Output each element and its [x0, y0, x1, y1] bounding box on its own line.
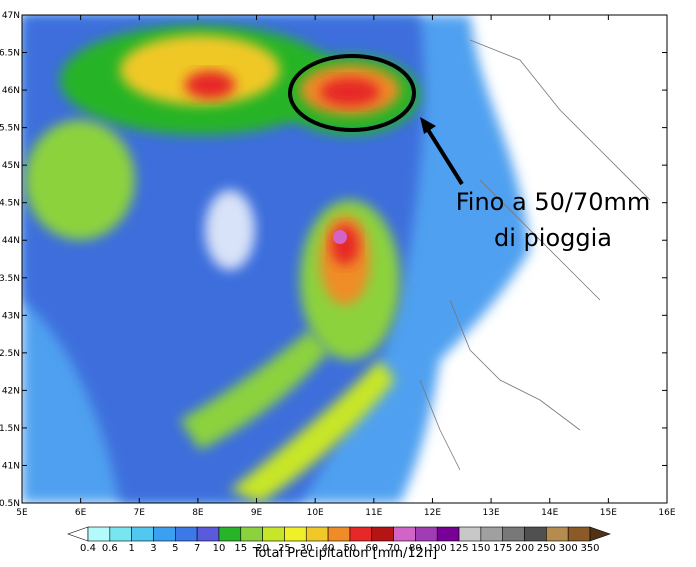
colorbar-label: 80 [409, 543, 422, 554]
colorbar-label: 70 [387, 543, 400, 554]
colorbar-box [546, 526, 569, 542]
colorbar-box [436, 526, 460, 542]
colorbar-label: 150 [471, 543, 490, 554]
lon-label: 11E [365, 508, 382, 518]
lat-label: 45N [2, 161, 20, 171]
colorbar-label: 3 [150, 543, 156, 554]
colorbar-box [524, 526, 547, 542]
colorbar-box [415, 526, 438, 542]
annotation-text: di pioggia [494, 224, 612, 252]
lon-label: 10E [307, 508, 324, 518]
lon-label: 12E [424, 508, 441, 518]
colorbar-box [87, 526, 111, 542]
lat-label: 0.5N [0, 499, 20, 509]
lon-label: 7E [134, 508, 146, 518]
colorbar-box [196, 526, 220, 542]
colorbar-label: 0.6 [102, 543, 118, 554]
plot-frame [21, 14, 668, 504]
colorbar-label: 350 [580, 543, 599, 554]
lon-label: 16E [658, 508, 675, 518]
annotation-text: Fino a 50/70mm [456, 188, 651, 216]
lat-label: 6.5N [0, 49, 20, 59]
colorbar-label: 60 [365, 543, 378, 554]
lat-label: 43N [2, 311, 20, 321]
colorbar-label: 25 [278, 543, 291, 554]
arrow-head [420, 117, 436, 134]
lat-label: 42N [2, 386, 20, 396]
lon-label: 6E [75, 508, 87, 518]
colorbar-box [393, 526, 416, 542]
lon-label: 9E [251, 508, 263, 518]
colorbar-box [458, 526, 482, 542]
colorbar-box [371, 526, 394, 542]
colorbar-box [502, 526, 525, 542]
colorbar-label: 15 [234, 543, 247, 554]
colorbar-label: 5 [172, 543, 178, 554]
colorbar-box [240, 526, 263, 542]
lat-label: 5.5N [0, 124, 20, 134]
precip-field [22, 15, 667, 503]
lat-label: 1.5N [0, 424, 20, 434]
colorbar-box [131, 526, 154, 542]
colorbar-label: 0.4 [80, 543, 96, 554]
colorbar-label: 20 [256, 543, 269, 554]
lon-label: 14E [541, 508, 558, 518]
colorbar-label: 200 [515, 543, 534, 554]
colorbar-label: 175 [493, 543, 512, 554]
colorbar-label: 50 [344, 543, 357, 554]
lat-label: 44N [2, 236, 20, 246]
lat-label: 47N [2, 11, 20, 21]
colorbar-box [327, 526, 351, 542]
colorbar-label: 1 [128, 543, 134, 554]
lat-label: 46N [2, 86, 20, 96]
colorbar-label: 250 [537, 543, 556, 554]
colorbar-box [305, 526, 329, 542]
colorbar-box [175, 526, 198, 542]
colorbar-title: Total Precipitation [mm/12h] [252, 546, 438, 561]
arrow [423, 123, 464, 186]
lat-label: 4.5N [0, 199, 20, 209]
colorbar-box [153, 526, 176, 542]
lon-label: 13E [483, 508, 500, 518]
highlight-ellipse [288, 54, 416, 132]
lon-label: 15E [600, 508, 617, 518]
lat-label: 3.5N [0, 274, 20, 284]
lon-label: 5E [16, 508, 28, 518]
colorbar-label: 100 [428, 543, 447, 554]
colorbar-box [284, 526, 307, 542]
colorbar-end [67, 526, 89, 542]
colorbar-box [349, 526, 373, 542]
colorbar-label: 7 [194, 543, 200, 554]
lat-label: 41N [2, 461, 20, 471]
annotation: Fino a 50/70mm di pioggia [288, 54, 651, 252]
colorbar-box [567, 526, 591, 542]
lon-label: 8E [192, 508, 204, 518]
colorbar-box [262, 526, 285, 542]
colorbar-label: 40 [322, 543, 335, 554]
colorbar-box [109, 526, 132, 542]
colorbar-label: 300 [559, 543, 578, 554]
colorbar-box [480, 526, 503, 542]
colorbar-label: 10 [213, 543, 226, 554]
colorbar-end [589, 526, 611, 542]
lat-label: 2.5N [0, 349, 20, 359]
colorbar-box [218, 526, 242, 542]
colorbar-label: 125 [449, 543, 468, 554]
colorbar-label: 30 [300, 543, 313, 554]
